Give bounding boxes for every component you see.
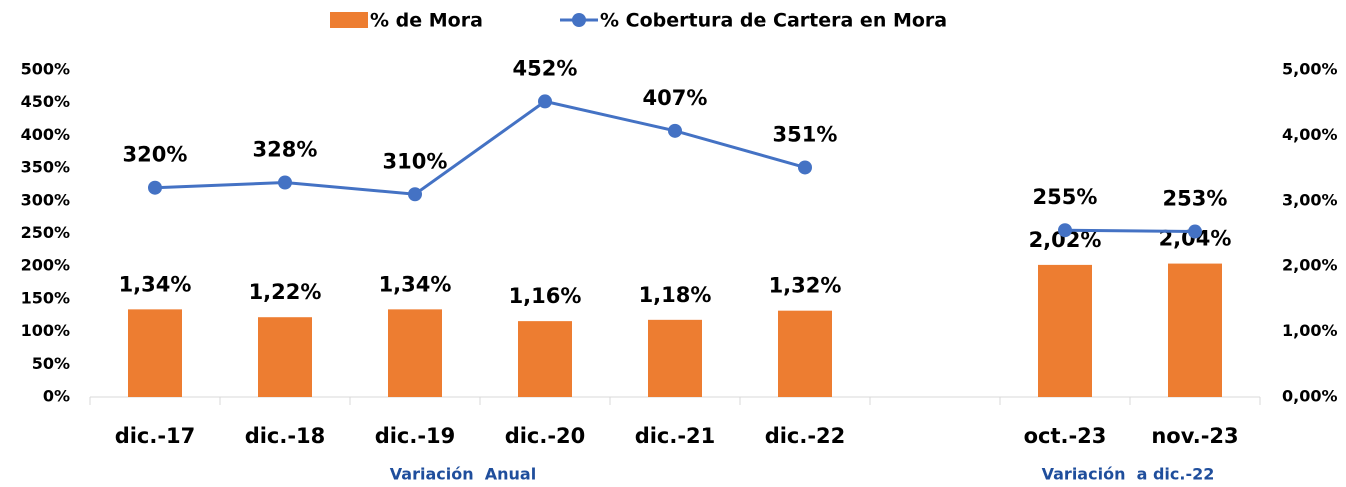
bar [128, 309, 182, 397]
marker [148, 180, 162, 195]
y-tick-label: 0% [43, 387, 70, 406]
y2-tick-label: 1,00% [1282, 321, 1338, 340]
data-label: 320% [123, 143, 188, 167]
bar [1168, 263, 1222, 397]
data-label: 328% [253, 137, 318, 161]
data-label: 1,22% [249, 280, 322, 304]
y-tick-label: 200% [21, 256, 70, 275]
data-label: 452% [513, 56, 578, 80]
x-tick-label: oct.-23 [1024, 424, 1107, 448]
annotation: Variación Anual [390, 465, 536, 484]
data-label: 351% [773, 122, 838, 146]
y-tick-label: 100% [21, 321, 70, 340]
bar [778, 310, 832, 397]
y-tick-label: 300% [21, 190, 70, 209]
y-tick-label: 350% [21, 158, 70, 177]
y-tick-label: 500% [21, 60, 70, 79]
x-tick-label: dic.-20 [505, 424, 586, 448]
x-tick-label: nov.-23 [1151, 424, 1238, 448]
marker [1188, 224, 1202, 239]
data-label: 1,16% [509, 284, 582, 308]
x-tick-label: dic.-18 [245, 424, 326, 448]
data-label: 407% [643, 86, 708, 110]
data-label: 1,18% [639, 283, 712, 307]
y2-tick-label: 4,00% [1282, 125, 1338, 144]
legend-swatch [572, 13, 586, 27]
y2-tick-label: 2,00% [1282, 256, 1338, 275]
data-label: 310% [383, 149, 448, 173]
y-tick-label: 150% [21, 288, 70, 307]
annotation: Variación a dic.-22 [1042, 465, 1215, 484]
marker [538, 94, 552, 109]
bar [258, 317, 312, 397]
x-tick-label: dic.-19 [375, 424, 456, 448]
marker [798, 160, 812, 175]
bar [388, 309, 442, 397]
line [154, 99, 1196, 234]
y-tick-label: 50% [32, 354, 70, 373]
data-label: 1,32% [769, 274, 842, 298]
y-tick-label: 250% [21, 223, 70, 242]
marker [278, 175, 292, 190]
y-tick-label: 450% [21, 92, 70, 111]
x-tick-label: dic.-21 [635, 424, 716, 448]
y2-tick-label: 3,00% [1282, 190, 1338, 209]
marker [668, 123, 682, 138]
y-tick-label: 400% [21, 125, 70, 144]
y2-tick-label: 0,00% [1282, 387, 1338, 406]
bar [648, 319, 702, 397]
marker [1058, 223, 1072, 238]
marker [408, 187, 422, 202]
bar [1038, 264, 1092, 397]
data-label: 253% [1163, 187, 1228, 211]
bar [518, 321, 572, 397]
legend-swatch [330, 12, 368, 28]
data-label: 1,34% [379, 272, 452, 296]
y2-tick-label: 5,00% [1282, 60, 1338, 79]
x-tick-label: dic.-22 [765, 424, 846, 448]
data-label: 1,34% [119, 272, 192, 296]
legend-label: % Cobertura de Cartera en Mora [600, 10, 947, 32]
x-tick-label: dic.-17 [115, 424, 196, 448]
legend-label: % de Mora [370, 10, 483, 32]
data-label: 255% [1033, 185, 1098, 209]
